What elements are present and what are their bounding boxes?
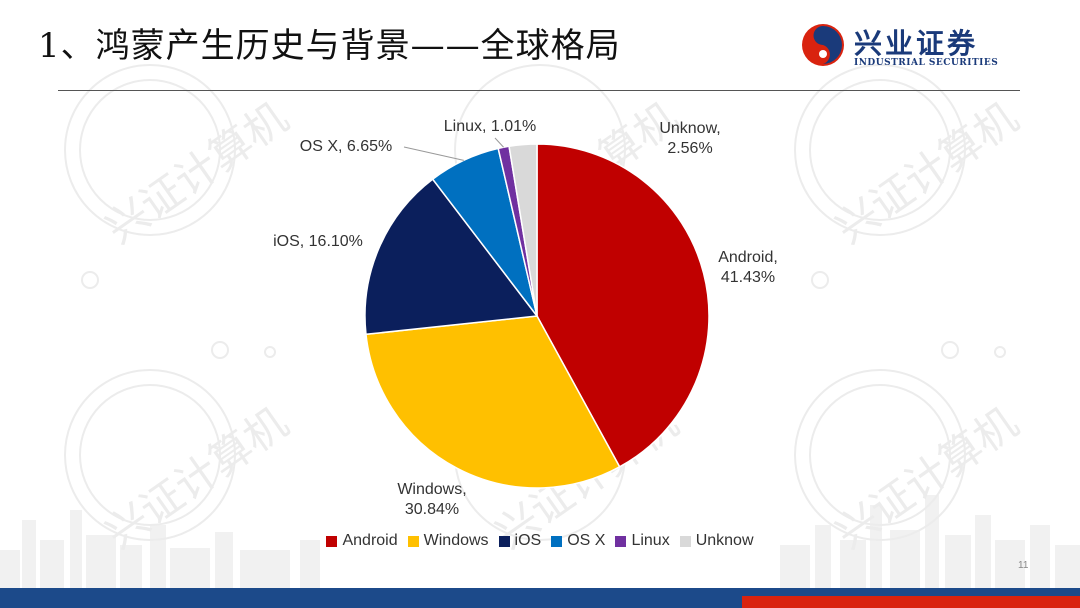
data-label-android: Android, 41.43% [718, 249, 778, 286]
legend-swatch [326, 535, 338, 547]
pie-slice-android [536, 143, 710, 468]
data-label-ios: iOS, 16.10% [273, 233, 363, 250]
legend-label: iOS [514, 532, 542, 549]
logo-name: 兴业证券 [854, 27, 979, 60]
skyline-background [0, 495, 1080, 590]
leader-line-linux [494, 137, 504, 148]
pie-slice-ios [364, 178, 539, 336]
legend-item-ios: iOS [498, 532, 542, 550]
footer-bar-red [742, 596, 1080, 608]
legend-swatch [615, 535, 627, 547]
legend-item-linux: Linux [615, 532, 670, 550]
legend-item-os-x: OS X [551, 532, 605, 550]
legend-swatch [679, 535, 691, 547]
legend-swatch [498, 535, 510, 547]
legend-label: Linux [631, 532, 670, 549]
logo-subtitle: INDUSTRIAL SECURITIES [854, 58, 999, 68]
logo-swirl-icon [802, 24, 844, 66]
pie-slice-windows [365, 315, 621, 489]
legend-swatch [407, 535, 419, 547]
chart-legend: Android Windows iOS OS X Linux Unknow [0, 532, 1080, 550]
legend-label: OS X [567, 532, 606, 549]
leader-line-os-x [403, 146, 464, 161]
page-title: 1、鸿蒙产生历史与背景——全球格局 [38, 26, 621, 66]
company-logo: 兴业证券 INDUSTRIAL SECURITIES [800, 22, 1020, 74]
legend-label: Unknow [695, 532, 754, 549]
legend-swatch [551, 535, 563, 547]
data-label-os-x: OS X, 6.65% [300, 138, 393, 155]
data-label-linux: Linux, 1.01% [444, 118, 537, 135]
legend-item-windows: Windows [407, 532, 489, 550]
legend-item-android: Android [326, 532, 398, 550]
pie-slice-unknow [508, 143, 538, 317]
data-label-windows: Windows, 30.84% [397, 481, 466, 518]
data-label-unknow: Unknow, 2.56% [659, 120, 720, 157]
legend-label: Android [342, 532, 398, 549]
legend-item-unknow: Unknow [679, 532, 754, 550]
title-divider [58, 90, 1020, 91]
page-number: 11 [1018, 560, 1029, 571]
legend-label: Windows [423, 532, 489, 549]
